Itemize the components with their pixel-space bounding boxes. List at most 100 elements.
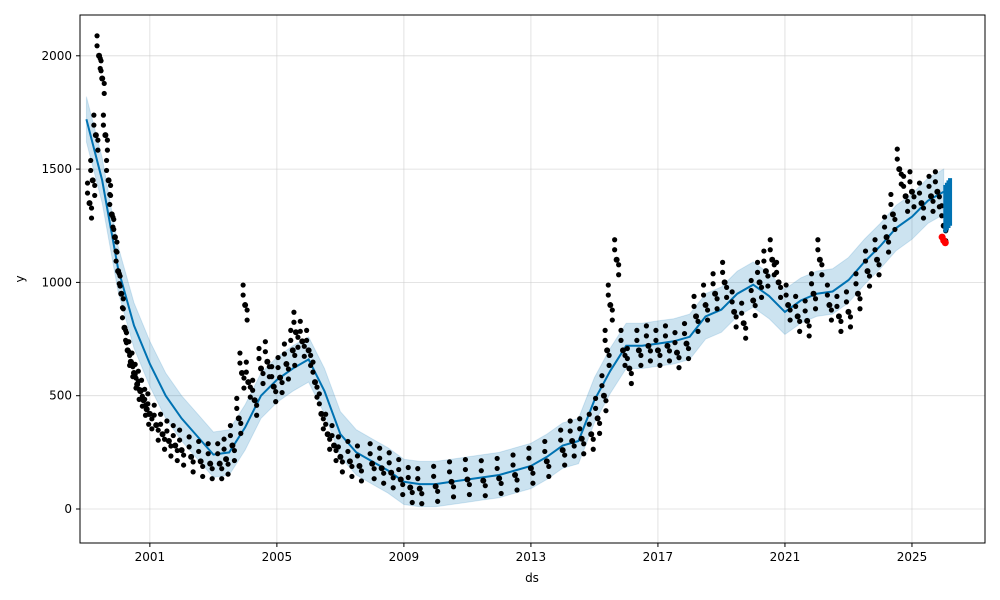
observed-point [496, 475, 503, 482]
observed-point [168, 443, 174, 449]
observed-point [405, 474, 411, 481]
observed-point [381, 480, 387, 486]
observed-point [396, 466, 402, 473]
observed-point [216, 460, 223, 467]
observed-point [111, 234, 118, 241]
observed-point [588, 431, 595, 438]
observed-point [207, 460, 214, 467]
observed-point [498, 490, 504, 497]
observed-point [604, 347, 611, 354]
observed-point [739, 300, 745, 306]
observed-point [740, 320, 747, 327]
observed-point [367, 451, 373, 457]
observed-point [197, 458, 204, 465]
observed-point [862, 248, 869, 254]
observed-point [349, 463, 355, 470]
observed-point [607, 302, 614, 309]
observed-point [872, 247, 878, 253]
observed-point [129, 350, 135, 356]
observed-point [215, 441, 221, 447]
observed-point [136, 396, 142, 402]
observed-point [431, 463, 437, 469]
observed-point [558, 427, 564, 433]
observed-point [775, 279, 782, 286]
observed-point [510, 452, 516, 458]
observed-point [901, 183, 907, 189]
observed-point [866, 273, 873, 279]
observed-point [186, 434, 192, 440]
observed-point [612, 247, 618, 253]
observed-point [546, 463, 552, 470]
observed-point [748, 277, 754, 284]
observed-point [339, 469, 345, 475]
x-axis-ticks: 2001 2005 2009 2013 2017 2021 2025 [135, 543, 927, 564]
observed-point [308, 352, 314, 358]
observed-point [281, 351, 288, 357]
observed-point [371, 466, 377, 472]
observed-point [478, 458, 484, 464]
observed-point [916, 190, 923, 196]
observed-point [132, 361, 138, 367]
observed-point [606, 362, 612, 368]
observed-point [337, 453, 344, 460]
observed-point [530, 470, 536, 476]
observed-point [638, 352, 644, 358]
observed-point [297, 328, 303, 334]
observed-point [110, 224, 116, 230]
observed-point [928, 193, 935, 200]
observed-point [720, 269, 726, 275]
observed-point [714, 306, 720, 312]
observed-point [590, 446, 596, 452]
observed-point [482, 483, 488, 489]
observed-point [596, 420, 603, 426]
observed-point [279, 379, 285, 386]
observed-point [388, 469, 395, 476]
observed-point [339, 459, 345, 465]
observed-point [107, 191, 113, 198]
observed-point [431, 473, 437, 479]
observed-point [932, 179, 938, 185]
observed-point [279, 389, 285, 396]
observed-point [450, 494, 457, 500]
observed-point [714, 296, 720, 302]
observed-point [126, 339, 132, 345]
observed-point [113, 258, 119, 264]
observed-point [256, 345, 262, 352]
observed-point [613, 256, 620, 263]
observed-point [358, 468, 365, 474]
observed-point [881, 224, 888, 230]
observed-point [170, 422, 176, 429]
observed-point [816, 256, 823, 263]
observed-point [227, 422, 234, 429]
observed-point [84, 180, 91, 186]
observed-point [119, 305, 126, 311]
observed-point [691, 293, 697, 299]
observed-point [761, 248, 767, 254]
observed-point [691, 303, 697, 309]
observed-point [407, 484, 414, 491]
observed-point [120, 296, 126, 302]
observed-point [695, 318, 701, 324]
observed-point [92, 182, 98, 189]
observed-point [673, 349, 680, 356]
observed-point [530, 480, 536, 486]
observed-point [571, 443, 577, 449]
observed-point [209, 476, 215, 482]
observed-point [712, 290, 719, 297]
observed-point [264, 358, 271, 365]
observed-point [369, 460, 376, 467]
observed-point [450, 484, 457, 490]
observed-point [754, 269, 761, 275]
observed-point [767, 247, 773, 253]
observed-point [647, 358, 654, 364]
observed-point [329, 432, 335, 439]
observed-point [606, 352, 612, 358]
observed-point [250, 387, 256, 393]
observed-point [750, 297, 757, 304]
observed-point [567, 418, 573, 424]
observed-point [251, 397, 258, 404]
observed-point [894, 146, 900, 152]
observed-point [177, 437, 183, 443]
observed-point [102, 132, 109, 139]
observed-point [685, 345, 692, 352]
